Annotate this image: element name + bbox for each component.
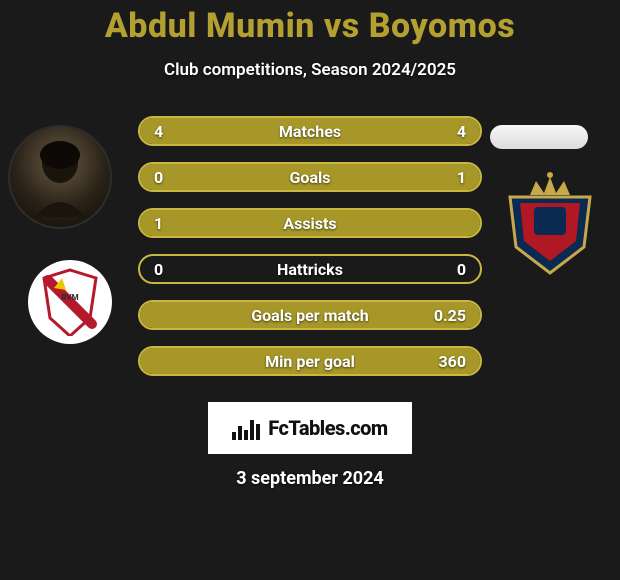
subtitle: Club competitions, Season 2024/2025 bbox=[0, 60, 620, 80]
source-badge: FcTables.com bbox=[208, 402, 412, 454]
stat-value-left: 4 bbox=[154, 122, 163, 141]
stat-row: 4 4 Matches bbox=[138, 116, 482, 146]
stats-list: 4 4 Matches 0 1 Goals 1 Assists 0 0 Hattricks 0.25 G… bbox=[138, 116, 482, 376]
stat-row: 0.25 Goals per match bbox=[138, 300, 482, 330]
svg-text:RVM: RVM bbox=[61, 293, 78, 302]
stat-label: Matches bbox=[279, 122, 341, 141]
stat-value-right: 0 bbox=[457, 260, 466, 279]
stat-row: 0 1 Goals bbox=[138, 162, 482, 192]
stat-value-left: 0 bbox=[154, 260, 163, 279]
stat-value-right: 360 bbox=[438, 352, 466, 371]
stat-value-left: 0 bbox=[154, 168, 163, 187]
stat-value-right: 0.25 bbox=[434, 306, 466, 325]
club-crest-left: RVM bbox=[28, 260, 112, 344]
stat-label: Hattricks bbox=[277, 260, 343, 279]
stat-label: Goals bbox=[290, 168, 331, 187]
player-right-avatar bbox=[490, 125, 588, 149]
source-badge-text: FcTables.com bbox=[268, 416, 387, 440]
club-crest-right bbox=[500, 180, 600, 264]
comparison-card: Abdul Mumin vs Boyomos Club competitions… bbox=[0, 0, 620, 580]
stat-row: 1 Assists bbox=[138, 208, 482, 238]
stat-label: Assists bbox=[283, 214, 336, 233]
stat-label: Min per goal bbox=[265, 352, 355, 371]
stat-label: Goals per match bbox=[251, 306, 369, 325]
bar-chart-icon bbox=[232, 416, 260, 440]
stat-value-left: 1 bbox=[154, 214, 163, 233]
date-label: 3 september 2024 bbox=[0, 468, 620, 489]
stat-row: 0 0 Hattricks bbox=[138, 254, 482, 284]
stat-row: 360 Min per goal bbox=[138, 346, 482, 376]
player-left-avatar bbox=[8, 125, 112, 229]
page-title: Abdul Mumin vs Boyomos bbox=[0, 6, 620, 46]
stat-value-right: 4 bbox=[457, 122, 466, 141]
rayo-crest-icon: RVM bbox=[40, 268, 100, 336]
osasuna-crest-icon bbox=[500, 167, 600, 277]
stat-value-right: 1 bbox=[457, 168, 466, 187]
person-silhouette-icon bbox=[25, 137, 95, 217]
